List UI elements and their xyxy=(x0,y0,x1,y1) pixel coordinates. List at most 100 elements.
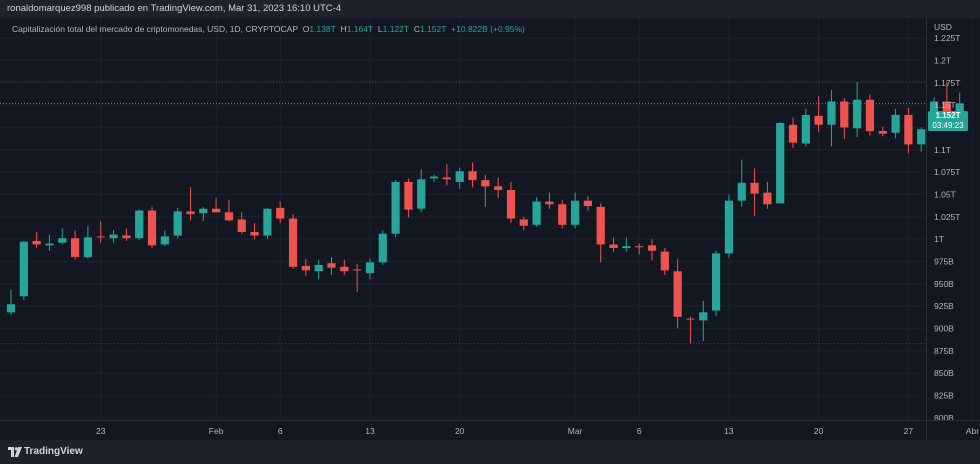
candle[interactable] xyxy=(801,108,810,147)
candle-body xyxy=(288,218,298,267)
candle-body xyxy=(647,245,657,251)
candle[interactable] xyxy=(122,228,131,241)
candle[interactable] xyxy=(19,240,28,300)
candle[interactable] xyxy=(442,164,451,186)
candle[interactable] xyxy=(186,187,195,221)
candle[interactable] xyxy=(353,264,362,292)
candle[interactable] xyxy=(724,194,734,258)
candle-body xyxy=(545,201,554,205)
x-tick-label: 6 xyxy=(637,426,642,436)
candle[interactable] xyxy=(904,107,913,154)
candle[interactable] xyxy=(558,199,567,229)
candle[interactable] xyxy=(853,81,862,138)
candle[interactable] xyxy=(365,258,375,280)
legend-high-value: 1.164T xyxy=(346,24,374,34)
candle[interactable] xyxy=(532,197,541,227)
candle[interactable] xyxy=(391,180,400,238)
candle[interactable] xyxy=(712,250,721,316)
candle[interactable] xyxy=(660,248,669,275)
publisher-text: ronaldomarquez998 publicado en TradingVi… xyxy=(7,3,342,14)
candle[interactable] xyxy=(224,199,234,222)
candle-body xyxy=(429,176,439,179)
candle[interactable] xyxy=(6,290,16,316)
candle[interactable] xyxy=(635,243,644,255)
candle[interactable] xyxy=(494,177,503,199)
candle[interactable] xyxy=(173,207,182,239)
candle[interactable] xyxy=(827,89,836,147)
candle[interactable] xyxy=(737,159,746,207)
candle[interactable] xyxy=(327,256,336,275)
candle[interactable] xyxy=(301,258,310,276)
candle-body xyxy=(404,181,413,210)
candle[interactable] xyxy=(32,231,41,249)
candle[interactable] xyxy=(71,230,80,260)
candle-body xyxy=(712,253,721,311)
currency-label[interactable]: USD xyxy=(934,22,952,32)
candle[interactable] xyxy=(917,127,926,152)
x-tick-label: 20 xyxy=(455,426,465,436)
candle[interactable] xyxy=(506,181,516,224)
candle[interactable] xyxy=(237,212,246,234)
candle[interactable] xyxy=(263,207,272,240)
candle[interactable] xyxy=(570,192,580,229)
candle[interactable] xyxy=(288,214,298,269)
candle[interactable] xyxy=(199,206,208,222)
candle[interactable] xyxy=(455,167,464,190)
candle[interactable] xyxy=(109,230,118,243)
candle[interactable] xyxy=(788,117,798,148)
candle[interactable] xyxy=(429,174,439,182)
candle[interactable] xyxy=(776,122,785,204)
candle-body xyxy=(250,231,259,236)
candle[interactable] xyxy=(545,192,554,209)
candle[interactable] xyxy=(622,237,631,252)
candle[interactable] xyxy=(699,300,708,341)
candle[interactable] xyxy=(468,162,477,188)
candle[interactable] xyxy=(96,221,105,243)
candle[interactable] xyxy=(83,225,93,259)
candle[interactable] xyxy=(481,174,490,207)
candle[interactable] xyxy=(583,196,592,211)
candle[interactable] xyxy=(276,201,285,224)
candle-body xyxy=(699,312,708,321)
legend-high-label: H xyxy=(340,24,347,34)
candle[interactable] xyxy=(250,223,259,240)
candle-body xyxy=(186,211,195,215)
candle[interactable] xyxy=(212,198,221,213)
candle[interactable] xyxy=(647,239,657,261)
candle[interactable] xyxy=(378,230,387,266)
candle[interactable] xyxy=(417,169,426,213)
legend-close-label: C xyxy=(413,24,420,34)
candle-body xyxy=(724,200,734,254)
legend-open-label: O xyxy=(302,24,310,34)
candle[interactable] xyxy=(135,209,144,240)
candle[interactable] xyxy=(160,230,169,247)
candle[interactable] xyxy=(891,108,900,139)
tradingview-logo-icon[interactable] xyxy=(8,447,22,457)
candle[interactable] xyxy=(340,259,349,275)
candle[interactable] xyxy=(814,96,823,132)
candle[interactable] xyxy=(519,216,528,231)
candle[interactable] xyxy=(840,97,849,140)
candle[interactable] xyxy=(58,228,67,245)
candle[interactable] xyxy=(404,178,413,218)
candle[interactable] xyxy=(596,203,605,263)
candle[interactable] xyxy=(609,237,618,252)
candle[interactable] xyxy=(750,168,759,216)
candle[interactable] xyxy=(673,258,682,329)
candle[interactable] xyxy=(865,94,875,136)
candle-body xyxy=(609,244,618,249)
candle[interactable] xyxy=(878,126,887,137)
y-tick-label: 900B xyxy=(934,323,954,333)
candle-body xyxy=(481,180,490,187)
candle[interactable] xyxy=(686,316,695,344)
tradingview-brand[interactable]: TradingView xyxy=(24,446,83,457)
candle[interactable] xyxy=(314,259,323,280)
x-tick-label: 27 xyxy=(904,426,914,436)
candle-body xyxy=(622,246,631,249)
candle[interactable] xyxy=(45,234,54,251)
y-tick-label: 800B xyxy=(934,413,954,423)
candle[interactable] xyxy=(147,206,157,249)
x-tick-label: Mar xyxy=(568,426,583,436)
candle[interactable] xyxy=(763,181,772,209)
